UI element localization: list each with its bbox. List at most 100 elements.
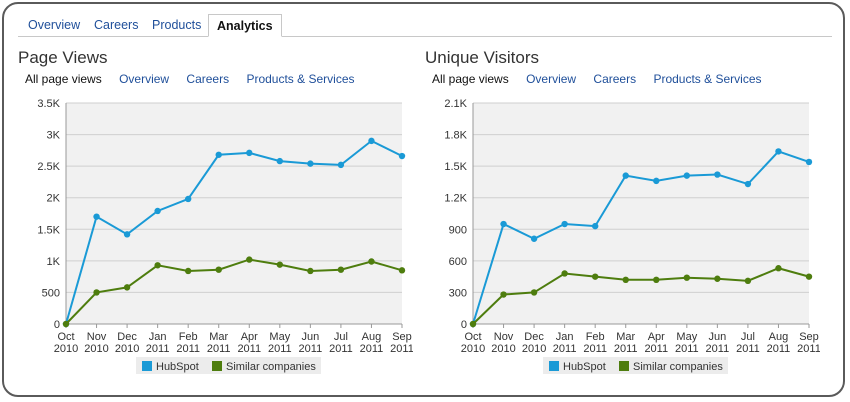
x-tick-label-month: May <box>269 331 290 343</box>
unique-visitors-title: Unique Visitors <box>425 48 540 67</box>
x-tick-label-year: 2011 <box>797 343 820 355</box>
y-tick-label: 2.1K <box>444 98 467 110</box>
data-point-hubspot <box>805 158 813 166</box>
x-tick-label-month: Sep <box>799 331 819 343</box>
x-tick-label-month: Dec <box>524 331 544 343</box>
legend-label-similar-companies: Similar companies <box>633 361 723 373</box>
data-point-hubspot <box>622 172 629 179</box>
tab-careers[interactable]: Careers <box>94 18 139 32</box>
x-tick-label-month: Jan <box>556 331 574 343</box>
data-point-similar-companies <box>561 270 568 277</box>
y-tick-label: 900 <box>449 224 467 236</box>
data-point-hubspot <box>530 235 538 242</box>
data-point-hubspot <box>591 222 599 230</box>
data-point-similar-companies <box>215 266 222 273</box>
data-point-similar-companies <box>683 274 691 281</box>
x-tick-label-month: Feb <box>179 331 198 343</box>
x-tick-label-year: 2011 <box>146 343 170 355</box>
series-line-similar-companies <box>65 258 403 325</box>
legend-swatch-similar-companies <box>212 361 222 371</box>
data-point-similar-companies <box>246 256 253 263</box>
x-tick-label-year: 2011 <box>268 343 292 355</box>
x-tick-label-month: Mar <box>209 331 228 343</box>
x-tick-label-year: 2010 <box>54 343 78 355</box>
x-tick-label-year: 2011 <box>207 343 231 355</box>
x-tick-label-month: Nov <box>494 331 514 343</box>
x-tick-label-year: 2010 <box>115 343 139 355</box>
data-point-hubspot <box>398 152 406 160</box>
x-tick-label-year: 2011 <box>675 343 699 355</box>
tab-overview[interactable]: Overview <box>28 18 81 32</box>
legend <box>136 357 321 374</box>
data-point-hubspot <box>775 148 782 155</box>
x-tick-label-year: 2011 <box>767 343 791 355</box>
tab-bar: Overview Careers Products Analytics <box>18 14 832 37</box>
data-point-hubspot <box>276 157 284 165</box>
x-tick-label-year: 2010 <box>84 343 108 355</box>
unique-visitors-chart: 03006009001.2K1.5K1.8K2.1KOct2010Nov2010… <box>444 98 820 374</box>
y-tick-label: 2K <box>47 193 61 205</box>
x-tick-label-month: Jan <box>149 331 167 343</box>
plot-background <box>66 103 402 324</box>
x-tick-label-month: Dec <box>117 331 137 343</box>
data-point-similar-companies <box>622 276 629 283</box>
page-views-panel: Page Views All page views Overview Caree… <box>18 48 413 388</box>
subnav-all-page-views[interactable]: All page views <box>25 72 102 86</box>
subnav-products-services-link[interactable]: Products & Services <box>246 72 355 86</box>
legend-swatch-similar-companies <box>619 361 629 371</box>
x-tick-label-month: Oct <box>57 331 74 343</box>
legend-swatch-hubspot <box>549 361 559 371</box>
subnav-products-services-link[interactable]: Products & Services <box>653 72 762 86</box>
x-tick-label-year: 2011 <box>176 343 200 355</box>
page-views-chart: 05001K1.5K2K2.5K3K3.5KOct2010Nov2010Dec2… <box>37 98 413 374</box>
x-tick-label-year: 2010 <box>491 343 515 355</box>
x-tick-label-month: Jul <box>741 331 755 343</box>
data-point-hubspot <box>184 195 192 203</box>
data-point-hubspot <box>246 149 253 157</box>
data-point-similar-companies <box>276 261 284 268</box>
subnav-careers-link[interactable]: Careers <box>186 72 230 86</box>
data-point-hubspot <box>368 137 375 145</box>
data-point-similar-companies <box>744 277 752 285</box>
data-point-similar-companies <box>530 289 538 296</box>
data-point-similar-companies <box>591 273 599 280</box>
x-tick-label-month: Jul <box>334 331 348 343</box>
data-point-similar-companies <box>93 289 100 296</box>
x-tick-label-month: Apr <box>648 331 665 343</box>
x-tick-label-month: Aug <box>362 331 382 343</box>
x-tick-label-year: 2011 <box>736 343 760 355</box>
x-tick-label-month: Sep <box>392 331 412 343</box>
x-tick-label-month: Nov <box>87 331 107 343</box>
y-tick-label: 1.5K <box>37 224 60 236</box>
data-point-hubspot <box>215 151 222 158</box>
subnav-overview-link[interactable]: Overview <box>119 72 170 86</box>
series-line-hubspot <box>472 150 810 325</box>
x-tick-label-month: Aug <box>769 331 789 343</box>
data-point-hubspot <box>123 231 131 238</box>
subnav-overview-link[interactable]: Overview <box>526 72 577 86</box>
tab-products[interactable]: Products <box>152 18 202 32</box>
subnav-careers-link[interactable]: Careers <box>593 72 637 86</box>
x-tick-label-year: 2011 <box>706 343 730 355</box>
y-tick-label: 0 <box>54 319 60 331</box>
unique-visitors-subnav: All page views Overview Careers Products… <box>432 72 776 86</box>
x-tick-label-year: 2011 <box>614 343 638 355</box>
subnav-all-page-views[interactable]: All page views <box>432 72 509 86</box>
data-point-similar-companies <box>500 291 507 298</box>
data-point-hubspot <box>154 207 161 215</box>
data-point-hubspot <box>561 220 568 228</box>
y-tick-label: 300 <box>449 287 467 299</box>
y-tick-label: 3.5K <box>37 98 60 110</box>
data-point-similar-companies <box>337 266 345 273</box>
data-point-hubspot <box>653 177 660 185</box>
tab-analytics[interactable]: Analytics <box>208 14 282 37</box>
data-point-hubspot <box>500 220 507 228</box>
data-point-hubspot <box>93 213 100 220</box>
data-point-similar-companies <box>62 320 70 328</box>
x-tick-label-month: Jun <box>301 331 319 343</box>
data-point-similar-companies <box>653 276 660 283</box>
x-tick-label-year: 2011 <box>299 343 323 355</box>
x-tick-label-year: 2011 <box>644 343 668 355</box>
legend-label-hubspot: HubSpot <box>156 361 199 373</box>
x-tick-label-month: May <box>676 331 697 343</box>
